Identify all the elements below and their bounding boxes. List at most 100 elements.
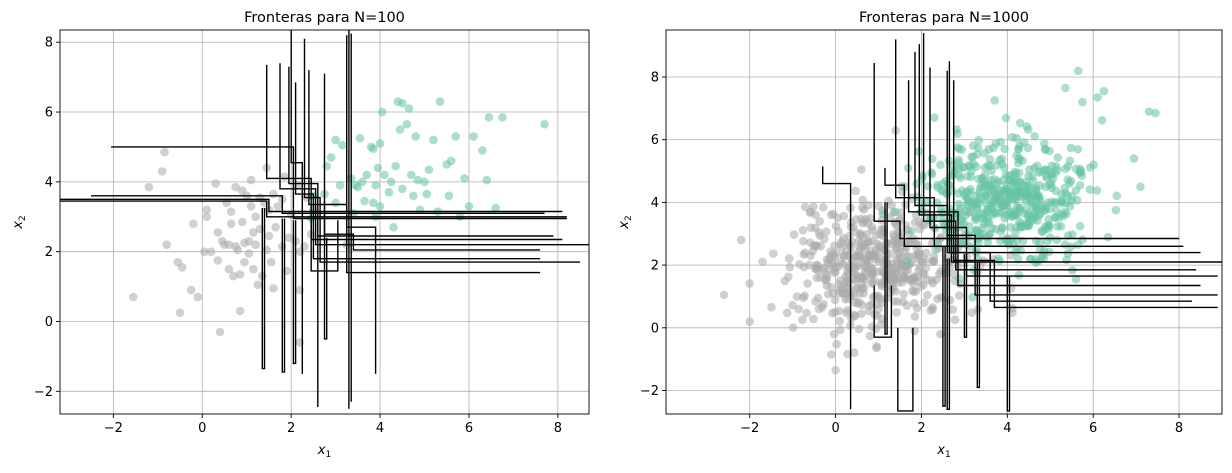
point-class-1 xyxy=(1019,186,1028,195)
point-class-1 xyxy=(1014,144,1023,154)
point-class-0 xyxy=(280,172,289,181)
point-class-0 xyxy=(186,285,196,295)
point-class-1 xyxy=(931,224,940,233)
y-axis-label: x2 xyxy=(617,215,634,229)
point-class-1 xyxy=(1001,113,1011,123)
point-class-0 xyxy=(902,301,912,310)
point-class-1 xyxy=(1075,221,1085,231)
point-class-1 xyxy=(1044,215,1053,224)
point-class-1 xyxy=(1099,86,1109,96)
x-tick-label: 2 xyxy=(287,421,295,436)
point-class-0 xyxy=(818,203,828,212)
point-class-0 xyxy=(177,263,187,272)
point-class-0 xyxy=(867,270,876,280)
x-tick-label: 8 xyxy=(554,421,562,436)
point-class-1 xyxy=(1065,179,1074,188)
point-class-0 xyxy=(877,314,887,324)
point-class-0 xyxy=(815,273,825,282)
point-class-0 xyxy=(799,250,809,259)
point-class-0 xyxy=(784,254,794,263)
point-class-1 xyxy=(987,223,997,233)
boundary-line xyxy=(942,246,946,407)
point-class-0 xyxy=(249,264,258,274)
point-class-1 xyxy=(1071,164,1081,174)
point-class-1 xyxy=(1039,246,1049,256)
point-class-0 xyxy=(795,259,804,269)
point-class-0 xyxy=(910,326,920,336)
point-class-0 xyxy=(822,272,832,281)
point-class-1 xyxy=(331,135,340,145)
point-class-0 xyxy=(819,234,829,244)
x-tick-label: 2 xyxy=(917,421,925,436)
point-class-0 xyxy=(843,349,852,359)
point-class-1 xyxy=(929,113,939,122)
point-class-1 xyxy=(954,274,964,283)
point-class-0 xyxy=(806,207,816,217)
point-class-1 xyxy=(1026,254,1035,264)
point-class-0 xyxy=(229,271,238,281)
point-class-0 xyxy=(837,237,846,246)
point-class-0 xyxy=(868,277,877,287)
boundary-line xyxy=(946,258,951,410)
point-class-0 xyxy=(745,279,754,288)
point-class-0 xyxy=(175,308,185,318)
point-class-1 xyxy=(1078,235,1087,244)
chart-title: Fronteras para N=1000 xyxy=(859,10,1029,26)
point-class-1 xyxy=(1011,247,1020,256)
boundary-line xyxy=(873,285,893,338)
point-class-1 xyxy=(1005,207,1014,217)
point-class-1 xyxy=(978,173,987,183)
point-class-1 xyxy=(404,104,414,113)
point-class-1 xyxy=(1031,183,1041,193)
point-class-0 xyxy=(211,179,220,188)
point-class-0 xyxy=(264,231,274,241)
point-class-0 xyxy=(901,200,910,209)
point-class-0 xyxy=(808,246,818,256)
point-class-1 xyxy=(384,188,394,197)
point-class-1 xyxy=(1068,230,1077,239)
point-class-1 xyxy=(965,160,974,170)
point-class-1 xyxy=(337,140,347,150)
point-class-0 xyxy=(899,289,909,299)
point-class-1 xyxy=(1011,194,1021,204)
point-class-0 xyxy=(911,250,921,260)
y-tick-label: 8 xyxy=(45,36,53,51)
point-class-1 xyxy=(988,203,997,213)
point-class-1 xyxy=(369,144,378,153)
point-class-1 xyxy=(375,139,385,148)
point-class-0 xyxy=(858,284,867,293)
point-class-0 xyxy=(858,195,868,205)
point-class-0 xyxy=(950,315,960,325)
x-tick-label: 4 xyxy=(1003,421,1011,436)
point-class-1 xyxy=(1045,204,1054,214)
point-class-0 xyxy=(736,235,746,245)
point-class-1 xyxy=(974,135,984,145)
point-class-1 xyxy=(1144,107,1154,116)
point-class-1 xyxy=(1097,115,1107,125)
point-class-0 xyxy=(865,331,875,341)
point-class-0 xyxy=(851,276,861,285)
boundary-line xyxy=(884,202,888,335)
point-class-1 xyxy=(369,198,378,208)
point-class-1 xyxy=(1103,232,1113,242)
boundary-line xyxy=(953,80,1218,309)
point-class-1 xyxy=(1031,203,1041,212)
boundary-line xyxy=(918,44,1222,263)
point-class-1 xyxy=(1085,185,1095,194)
point-class-1 xyxy=(1032,191,1041,201)
boundary-line xyxy=(323,201,328,340)
grid xyxy=(666,30,1222,414)
point-class-1 xyxy=(1013,254,1023,264)
boundary-line xyxy=(822,166,852,410)
point-class-1 xyxy=(335,181,345,190)
point-class-0 xyxy=(927,276,937,285)
point-class-0 xyxy=(788,323,798,332)
point-class-1 xyxy=(1022,122,1032,131)
point-class-1 xyxy=(371,181,380,190)
point-class-0 xyxy=(888,267,897,276)
point-class-1 xyxy=(923,181,933,191)
point-class-0 xyxy=(789,230,799,239)
point-class-0 xyxy=(835,280,844,289)
point-class-0 xyxy=(255,224,265,234)
